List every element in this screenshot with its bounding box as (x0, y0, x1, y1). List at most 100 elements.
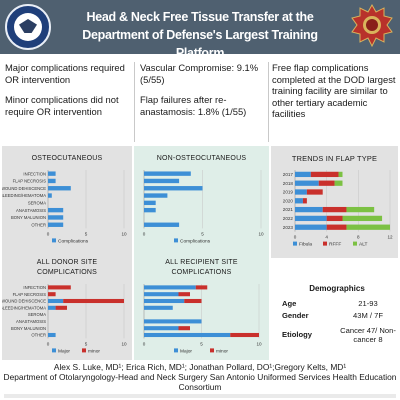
legend-label: Fibula (299, 242, 312, 248)
bar-complications (48, 186, 71, 191)
x-tick-label: 5 (85, 231, 88, 236)
category-label: BONY MALUNION (11, 326, 46, 331)
legend-label: minor (216, 348, 228, 354)
legend-label: Major (58, 348, 70, 354)
findings-column-3: Free flap complications completed at the… (272, 62, 396, 142)
category-label: 2020 (283, 198, 294, 203)
bar-complications (48, 207, 64, 213)
bar-rfff (318, 180, 335, 186)
bar-major (144, 292, 179, 297)
legend-label: ALT (359, 242, 368, 248)
chart-title-donor-site: ALL DONOR SITE COMPLICATIONS (36, 259, 98, 276)
bar-minor (48, 285, 71, 290)
category-label: 2019 (283, 190, 294, 195)
finding-minor-definition: Minor complications did not require OR i… (5, 94, 119, 117)
bar-major (144, 298, 185, 304)
category-label: ANASTAMOSIS (16, 319, 46, 324)
finding-major-definition: Major complications required OR interven… (5, 62, 125, 85)
bar-fibula (295, 180, 319, 186)
legend-label: minor (88, 348, 100, 354)
dod-seal-logo (5, 4, 51, 50)
bar-fibula (295, 189, 307, 195)
category-label: 2023 (283, 225, 294, 230)
bar-fibula (295, 171, 311, 178)
x-tick-label: 0 (294, 235, 297, 240)
legend-swatch (82, 348, 86, 353)
chart-title-recipient-site: ALL RECIPIENT SITE COMPLICATIONS (165, 259, 238, 276)
bar-complications (144, 178, 180, 184)
x-tick-label: 5 (201, 231, 204, 236)
bar-complications (144, 200, 156, 206)
left-chart-panel: OSTEOCUTANEOUS 0 5 10 INFECTION FLAP NECROSI… (2, 146, 132, 360)
legend-swatch (52, 348, 56, 353)
bar-major (48, 305, 56, 310)
bar-complications (144, 171, 191, 176)
column-divider (268, 62, 269, 142)
legend-swatch (210, 348, 214, 353)
bar-fibula (295, 224, 327, 230)
gender-value: 43M / 7F (353, 311, 383, 320)
finding-flap-failures: Flap failures after re-anastamosis: 1.8%… (140, 94, 247, 117)
bar-minor (195, 285, 208, 290)
bar-fibula (295, 215, 327, 222)
gender-label: Gender (282, 311, 309, 320)
category-label: 2022 (283, 216, 294, 221)
bar-alt (334, 180, 343, 186)
bar-major (144, 305, 173, 310)
x-tick-label: 10 (121, 231, 127, 236)
finding-vascular-compromise: Vascular Compromise: 9.1% (5/55) (140, 62, 259, 85)
x-tick-label: 10 (258, 231, 264, 236)
legend-swatch (52, 238, 56, 243)
age-value: 21-93 (358, 299, 378, 308)
category-label: SEROMA (28, 312, 46, 317)
bar-fibula (295, 206, 323, 213)
author-names: Alex S. Luke, MD¹; Erica Rich, MD¹; Jona… (53, 362, 347, 372)
bar-complications (144, 207, 156, 213)
bar-complications (48, 193, 52, 198)
legend-label: RFFF (329, 242, 341, 248)
x-tick-label: 0 (47, 231, 50, 236)
legend-swatch (293, 241, 297, 246)
x-tick-label: 10 (121, 341, 127, 346)
chart-title-osteocutaneous: OSTEOCUTANEOUS (31, 155, 103, 162)
category-label: INFECTION (23, 285, 46, 290)
x-tick-label: 0 (47, 341, 50, 346)
flap-trend-panel: TRENDS IN FLAP TYPE 0 4 8 12 2017 2018 2019 202… (271, 146, 398, 258)
category-label: INFECTION (23, 171, 46, 176)
legend-swatch (174, 348, 178, 353)
legend-label: Major (180, 348, 192, 354)
bar-fibula (295, 198, 303, 204)
bar-major (144, 332, 231, 338)
bar-major (48, 298, 64, 304)
category-label: BLEEDING/HEMATOMA (2, 305, 46, 310)
poster-title: Head & Neck Free Tissue Transfer at the … (82, 10, 318, 60)
legend-swatch (174, 238, 178, 243)
donor-site-chart: 0 5 10 INFECTION FLAP NECROSIS WOUND DEHISCEN… (2, 284, 127, 354)
osteocutaneous-chart: 0 5 10 INFECTION FLAP NECROSIS WOUND DEHISCEN… (2, 170, 127, 244)
age-label: Age (282, 299, 297, 308)
bar-alt (338, 171, 343, 178)
x-tick-label: 5 (85, 341, 88, 346)
army-medical-insignia-logo (351, 4, 393, 48)
bar-complications (48, 222, 64, 227)
demographics-title: Demographics (309, 284, 365, 293)
bar-complications (144, 193, 168, 198)
category-label: FLAP NECROSIS (13, 179, 47, 184)
legend-swatch (323, 241, 327, 246)
bar-minor (178, 326, 190, 331)
category-label: BLEEDING/HEMATOMA (2, 193, 46, 198)
category-label: 2021 (283, 207, 294, 212)
category-label: OTHER (31, 333, 46, 338)
column-divider (134, 62, 135, 142)
bar-alt (346, 224, 390, 230)
demographics-section: Demographics Age 21-93 Gender 43M / 7F E… (276, 266, 398, 360)
findings-column-1: Major complications required OR interven… (5, 62, 130, 142)
finding-conclusion: Free flap complications completed at the… (272, 62, 396, 119)
flap-trend-chart: 0 4 8 12 2017 2018 2019 2020 2021 2022 2023 Fibula R… (283, 170, 393, 248)
x-tick-label: 0 (143, 231, 146, 236)
category-label: BONY MALUNION (11, 215, 46, 220)
legend-swatch (353, 241, 357, 246)
